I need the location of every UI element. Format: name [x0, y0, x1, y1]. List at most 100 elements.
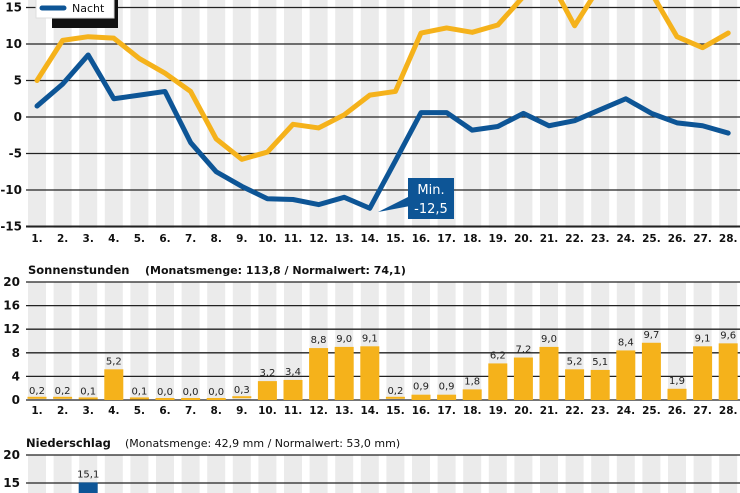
- day-stripe: [668, 282, 686, 400]
- x-tick-label: 26.: [668, 405, 687, 417]
- day-stripe: [53, 0, 72, 228]
- sunshine-value-label: 0,0: [157, 387, 173, 398]
- x-tick-label: 22.: [565, 405, 584, 417]
- precipitation-subtitle: (Monatsmenge: 42,9 mm / Normalwert: 53,0…: [125, 437, 400, 450]
- sunshine-value-label: 8,4: [618, 337, 634, 348]
- day-stripe: [719, 455, 738, 493]
- sunshine-bar: [385, 396, 405, 399]
- x-tick-label: 24.: [616, 233, 635, 245]
- day-stripe: [360, 0, 379, 228]
- x-tick-label: 24.: [616, 405, 635, 417]
- day-stripe: [616, 455, 635, 493]
- day-stripe: [53, 282, 72, 400]
- sunshine-value-label: 9,0: [541, 334, 557, 345]
- x-tick-label: 9.: [236, 233, 247, 245]
- x-tick-label: 1.: [31, 233, 42, 245]
- day-stripe: [591, 0, 610, 228]
- y-tick-label: -15: [0, 220, 22, 234]
- sunshine-value-label: 9,1: [362, 333, 378, 344]
- x-tick-label: 8.: [211, 405, 222, 417]
- day-stripe: [181, 455, 200, 493]
- x-tick-label: 4.: [108, 405, 119, 417]
- x-tick-label: 8.: [211, 233, 222, 245]
- x-tick-label: 13.: [335, 233, 354, 245]
- x-tick-label: 5.: [134, 405, 145, 417]
- day-stripe: [207, 455, 226, 493]
- day-stripe: [693, 455, 712, 493]
- min-annotation: Min. -12,5: [378, 178, 454, 219]
- day-stripe: [540, 455, 558, 493]
- x-tick-label: 2.: [57, 233, 68, 245]
- temperature-chart: 15 10 5 0 -5 -10 -15 1. 2. 3. 4. 5. 6. 7. 8. 9. 10. 11. 12…: [0, 0, 738, 245]
- sunshine-value-label: 5,2: [106, 356, 122, 367]
- day-stripe: [642, 455, 661, 493]
- x-tick-label: 7.: [185, 405, 196, 417]
- day-stripe: [463, 455, 482, 493]
- day-stripe: [719, 0, 738, 228]
- sunshine-value-label: 0,9: [413, 382, 429, 393]
- x-tick-label: 16.: [412, 233, 431, 245]
- day-stripe: [181, 282, 200, 400]
- sunshine-value-label: 0,1: [80, 386, 96, 397]
- min-label: Min.: [417, 183, 444, 198]
- x-tick-label: 20.: [514, 405, 533, 417]
- sunshine-bar: [411, 394, 431, 400]
- day-stripe: [360, 455, 379, 493]
- sunshine-value-label: 9,6: [720, 330, 736, 341]
- precipitation-bar: [78, 482, 98, 493]
- y-tick-label: 8: [12, 346, 20, 360]
- x-tick-label: 22.: [565, 233, 584, 245]
- y-tick-label: 0: [14, 110, 22, 124]
- sunshine-value-label: 1,8: [464, 376, 480, 387]
- sunshine-title: Sonnenstunden: [28, 263, 129, 277]
- sunshine-bar: [334, 346, 354, 400]
- sunshine-bar: [206, 398, 226, 400]
- sunshine-bar: [641, 342, 661, 400]
- x-tick-label: 6.: [159, 405, 170, 417]
- sunshine-value-label: 3,2: [259, 368, 275, 379]
- day-stripe: [28, 282, 46, 400]
- x-tick-label: 17.: [437, 233, 456, 245]
- day-stripe: [412, 282, 430, 400]
- sunshine-bar: [539, 346, 559, 400]
- x-tick-label: 3.: [83, 405, 94, 417]
- x-tick-label: 13.: [335, 405, 354, 417]
- y-tick-label: 5: [14, 74, 22, 88]
- day-stripe: [284, 282, 302, 400]
- day-stripe: [437, 455, 456, 493]
- y-tick-label: 15: [3, 476, 20, 490]
- legend: Nacht: [35, 0, 118, 28]
- day-stripe: [386, 282, 405, 400]
- y-tick-label: 20: [3, 275, 20, 289]
- day-stripe: [207, 0, 226, 228]
- sunshine-bar: [565, 369, 585, 400]
- day-stripe: [130, 455, 149, 493]
- day-stripe: [335, 455, 354, 493]
- x-tick-label: 11.: [284, 233, 303, 245]
- min-box: [408, 178, 454, 219]
- x-tick-label: 11.: [284, 405, 303, 417]
- y-tick-label: 0: [12, 393, 20, 407]
- legend-night-label: Nacht: [72, 2, 105, 15]
- day-stripe: [565, 0, 584, 228]
- sunshine-bar: [462, 389, 482, 400]
- x-tick-label: 26.: [668, 233, 687, 245]
- x-tick-label: 10.: [258, 233, 277, 245]
- day-stripe: [309, 0, 328, 228]
- sunshine-bar: [616, 350, 636, 400]
- day-stripe: [130, 282, 149, 400]
- day-stripe: [156, 455, 174, 493]
- precipitation-chart: Niederschlag (Monatsmenge: 42,9 mm / Nor…: [3, 436, 400, 493]
- sunshine-bar: [488, 363, 508, 400]
- sunshine-value-label: 0,0: [208, 387, 224, 398]
- y-tick-label: 20: [3, 448, 20, 462]
- x-tick-label: 5.: [134, 233, 145, 245]
- day-stripe: [540, 0, 558, 228]
- y-tick-label: 4: [12, 369, 20, 383]
- sunshine-value-label: 3,4: [285, 367, 301, 378]
- sunshine-bar: [257, 381, 277, 400]
- x-tick-label: 21.: [540, 233, 559, 245]
- sunshine-value-label: 0,0: [183, 387, 199, 398]
- day-stripe: [693, 0, 712, 228]
- x-tick-label: 2.: [57, 405, 68, 417]
